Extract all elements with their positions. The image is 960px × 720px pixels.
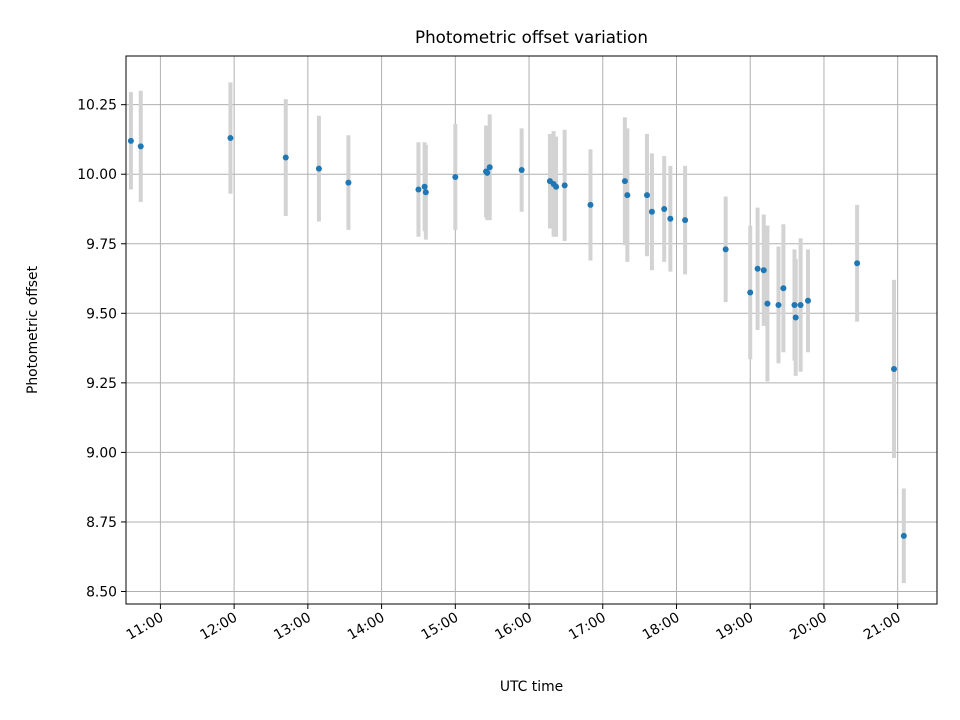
data-point: [345, 179, 352, 186]
data-point: [792, 314, 799, 321]
y-tick-label: 9.00: [86, 445, 117, 461]
data-point: [754, 265, 761, 272]
data-point: [900, 532, 907, 539]
data-point: [422, 189, 429, 196]
chart-title: Photometric offset variation: [415, 27, 648, 47]
x-tick-label: 15:00: [419, 610, 462, 644]
data-point: [624, 192, 631, 199]
x-axis-label: UTC time: [500, 679, 563, 695]
y-axis: 8.50 8.75 9.00 9.25 9.50 9.75 10.00 10.25: [77, 98, 126, 600]
data-point: [421, 183, 428, 190]
data-point: [747, 289, 754, 296]
data-point: [561, 182, 568, 189]
plot-area-frame: [125, 55, 938, 605]
data-point: [282, 154, 289, 161]
data-point: [760, 267, 767, 274]
y-tick-label: 10.00: [77, 167, 117, 183]
data-points: [127, 135, 907, 539]
data-point: [137, 143, 144, 150]
data-point: [890, 365, 897, 372]
data-point: [621, 178, 628, 185]
x-tick-label: 21:00: [861, 610, 904, 644]
data-point: [553, 183, 560, 190]
x-tick-label: 20:00: [787, 610, 830, 644]
y-tick-label: 8.75: [86, 515, 117, 531]
y-tick-label: 9.50: [86, 306, 117, 322]
data-point: [854, 260, 861, 267]
data-point: [587, 201, 594, 208]
data-point: [775, 301, 782, 308]
grid: [126, 56, 937, 604]
data-point: [644, 192, 651, 199]
data-point: [648, 208, 655, 215]
errorbars: [128, 82, 906, 584]
data-point: [682, 217, 689, 224]
data-point: [518, 167, 525, 174]
y-axis-label: Photometric offset: [25, 265, 41, 394]
data-point: [486, 164, 493, 171]
y-tick-label: 9.25: [86, 376, 117, 392]
y-tick-label: 9.75: [86, 237, 117, 253]
data-point: [722, 246, 729, 253]
data-point: [791, 301, 798, 308]
data-point: [661, 205, 668, 212]
x-tick-label: 16:00: [492, 610, 535, 644]
data-point: [797, 301, 804, 308]
x-axis: 11:00 12:00 13:00 14:00 15:00 16:00 17:00 18:00…: [124, 604, 904, 643]
data-point: [764, 300, 771, 307]
y-tick-label: 8.50: [86, 584, 117, 600]
data-point: [227, 135, 234, 142]
data-point: [315, 165, 322, 172]
data-point: [484, 169, 491, 176]
x-tick-label: 19:00: [714, 610, 757, 644]
x-tick-label: 18:00: [640, 610, 683, 644]
x-tick-label: 17:00: [566, 610, 609, 644]
x-tick-label: 11:00: [124, 610, 167, 644]
x-tick-label: 12:00: [197, 610, 240, 644]
data-point: [415, 186, 422, 193]
y-tick-label: 10.25: [77, 98, 117, 114]
x-tick-label: 13:00: [271, 610, 314, 644]
data-point: [127, 137, 134, 144]
data-point: [452, 174, 459, 181]
x-tick-label: 14:00: [345, 610, 388, 644]
data-point: [804, 297, 811, 304]
data-point: [780, 285, 787, 292]
data-point: [667, 215, 674, 222]
